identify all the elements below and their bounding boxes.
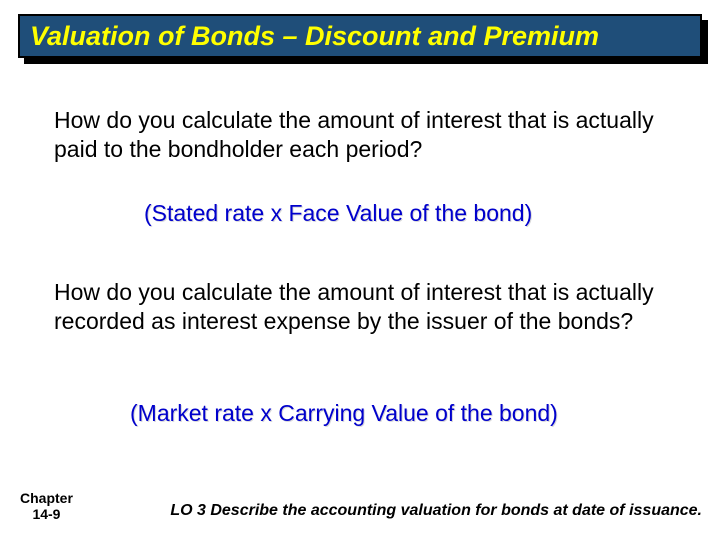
chapter-line-1: Chapter xyxy=(20,490,73,506)
title-bar: Valuation of Bonds – Discount and Premiu… xyxy=(18,14,702,58)
question-1: How do you calculate the amount of inter… xyxy=(54,106,674,164)
answer-2: (Market rate x Carrying Value of the bon… xyxy=(130,400,558,427)
chapter-label: Chapter 14-9 xyxy=(20,490,73,522)
slide-title-container: Valuation of Bonds – Discount and Premiu… xyxy=(18,14,702,58)
chapter-line-2: 14-9 xyxy=(20,506,73,522)
answer-1: (Stated rate x Face Value of the bond) xyxy=(144,200,532,227)
learning-objective: LO 3 Describe the accounting valuation f… xyxy=(170,502,702,520)
question-2: How do you calculate the amount of inter… xyxy=(54,278,674,336)
slide-title: Valuation of Bonds – Discount and Premiu… xyxy=(30,21,599,52)
